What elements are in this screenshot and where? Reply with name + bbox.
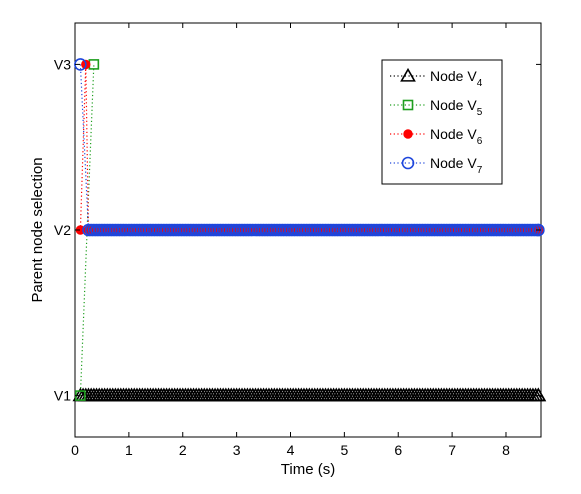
legend-label-subscript: 7: [477, 165, 483, 176]
x-tick-label: 6: [394, 442, 402, 458]
x-axis: 0 1 2 3 4 5 6 7 8: [71, 23, 510, 458]
legend-label-text: Node V: [430, 126, 477, 142]
series-node-v7: [74, 58, 545, 237]
series-layer: [72, 58, 547, 402]
legend-marker: [401, 156, 415, 170]
x-tick-label: 0: [71, 442, 79, 458]
x-tick-label: 5: [340, 442, 348, 458]
legend-label-text: Node V: [430, 97, 477, 113]
x-tick-label: 8: [502, 442, 510, 458]
data-point: [530, 387, 547, 402]
legend-label-text: Node V: [430, 155, 477, 171]
data-point: [532, 223, 545, 237]
x-tick-label: 7: [448, 442, 456, 458]
legend-label: Node V4: [430, 68, 483, 89]
legend-label-subscript: 6: [477, 136, 483, 147]
legend-label-subscript: 4: [477, 78, 483, 89]
legend-marker: [403, 129, 413, 139]
y-axis: V1 V2 V3: [54, 56, 541, 404]
y-tick-label: V2: [54, 222, 71, 238]
legend-label-text: Node V: [430, 68, 477, 84]
x-tick-label: 4: [287, 442, 295, 458]
legend-label-subscript: 5: [477, 107, 483, 118]
data-point: [74, 58, 87, 71]
x-axis-label: Time (s): [281, 461, 335, 478]
legend-label: Node V5: [430, 97, 483, 118]
y-axis-label: Parent node selection: [29, 157, 46, 302]
series-node-v4: [72, 387, 547, 402]
legend-label: Node V7: [430, 155, 483, 176]
series-line: [79, 64, 539, 231]
legend-marker: [402, 99, 414, 111]
legend-label: Node V6: [430, 126, 483, 147]
y-tick-label: V3: [54, 56, 71, 72]
x-tick-label: 2: [179, 442, 187, 458]
legend-marker: [400, 67, 416, 82]
x-tick-label: 1: [125, 442, 133, 458]
y-tick-label: V1: [54, 388, 71, 404]
x-tick-label: 3: [233, 442, 241, 458]
